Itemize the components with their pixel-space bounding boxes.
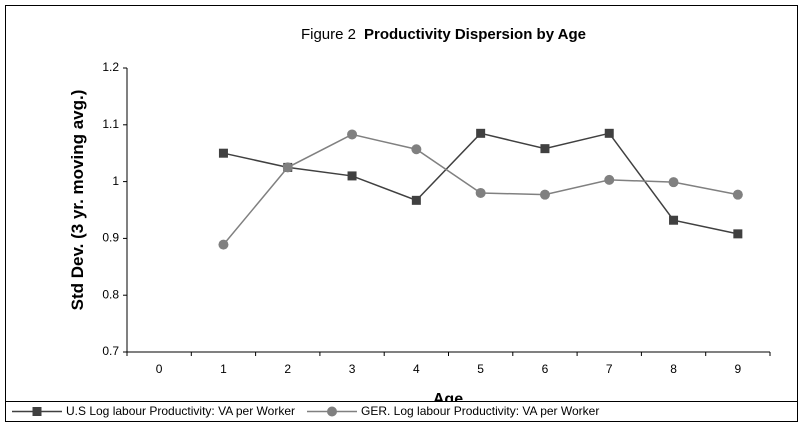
legend-label: U.S Log labour Productivity: VA per Work… [66,404,295,418]
data-point [282,162,293,173]
x-tick-label: 2 [284,362,291,376]
data-point [218,239,229,250]
data-point [218,148,228,158]
data-point [733,229,743,239]
y-tick-label: 1.1 [102,117,119,131]
data-point [604,174,615,185]
legend-marker [327,406,337,417]
x-tick-label: 5 [477,362,484,376]
x-tick-label: 4 [413,362,420,376]
y-tick-label: 0.7 [102,344,119,358]
x-tick-label: 8 [670,362,677,376]
data-point [411,144,422,155]
x-tick-label: 1 [220,362,227,376]
x-tick-label: 6 [542,362,549,376]
data-point [732,189,743,200]
figure-label: Figure 2 [301,26,356,43]
chart-title: Productivity Dispersion by Age [364,26,586,43]
legend-box [5,401,798,422]
data-point [411,195,421,205]
data-point [539,189,550,200]
y-tick-label: 0.9 [102,231,119,245]
data-point [347,129,358,140]
legend-label: GER. Log labour Productivity: VA per Wor… [361,404,599,418]
x-tick-label: 9 [735,362,742,376]
legend-marker [32,407,42,416]
x-tick-label: 3 [349,362,356,376]
y-tick-label: 0.8 [102,287,119,301]
x-tick-label: 0 [156,362,163,376]
data-point [604,128,614,138]
x-tick-label: 7 [606,362,613,376]
data-point [475,187,486,198]
data-point [540,144,550,154]
data-point [476,128,486,138]
data-point [669,215,679,225]
y-tick-label: 1.2 [102,60,119,74]
y-axis-label: Std Dev. (3 yr. moving avg.) [68,89,87,311]
data-point [668,177,679,188]
data-point [347,171,357,181]
y-tick-label: 1 [112,174,119,188]
legend: U.S Log labour Productivity: VA per Work… [5,401,798,422]
